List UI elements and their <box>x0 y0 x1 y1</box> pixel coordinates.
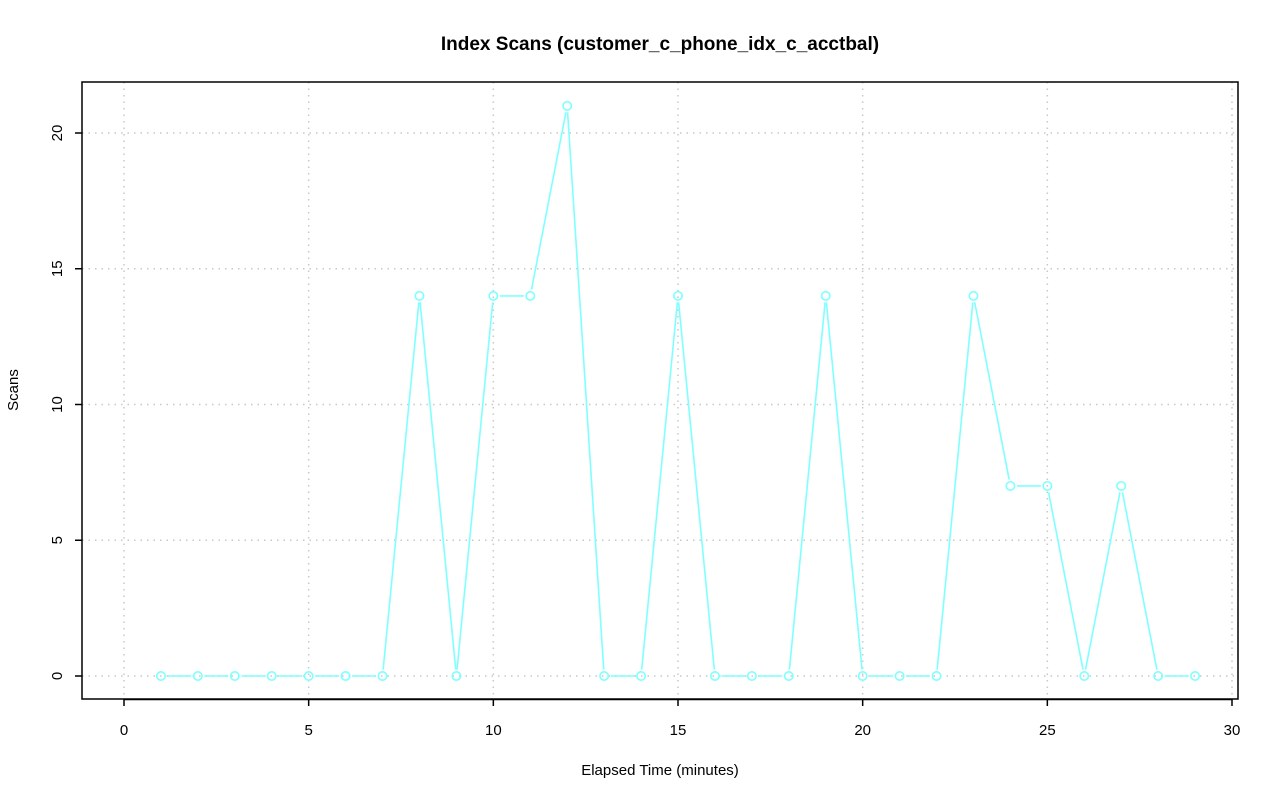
data-point <box>562 100 573 111</box>
data-point <box>1005 480 1016 491</box>
data-point <box>636 670 647 681</box>
data-point <box>377 670 388 681</box>
grid <box>82 82 1238 699</box>
series-line-segment <box>1047 492 1084 670</box>
series-line-segment <box>640 302 679 670</box>
series-line-segment <box>566 112 605 670</box>
data-point <box>340 670 351 681</box>
data-point <box>303 670 314 681</box>
data-point <box>1190 670 1201 681</box>
data-point <box>968 290 979 301</box>
x-axis: 0 5 10 15 20 25 30 <box>120 698 1241 739</box>
x-tick-label: 20 <box>854 722 871 739</box>
series-line-segment <box>1121 492 1158 670</box>
data-point <box>1042 480 1053 491</box>
x-axis-label: Elapsed Time (minutes) <box>581 762 739 779</box>
data-point <box>931 670 942 681</box>
data-point <box>857 670 868 681</box>
series-line-segment <box>382 302 420 670</box>
y-tick-label: 5 <box>49 536 66 544</box>
y-axis: 0 5 10 15 20 <box>49 125 82 680</box>
data-point <box>414 290 425 301</box>
data-point <box>709 670 720 681</box>
x-tick-label: 15 <box>670 722 687 739</box>
data-point <box>525 290 536 301</box>
data-point <box>266 670 277 681</box>
data-point <box>599 670 610 681</box>
y-axis-label: Scans <box>5 369 22 411</box>
data-point <box>672 290 683 301</box>
data-point <box>1079 670 1090 681</box>
x-tick-label: 30 <box>1224 722 1241 739</box>
data-point <box>488 290 499 301</box>
data-point <box>192 670 203 681</box>
data-point <box>229 670 240 681</box>
y-tick-label: 15 <box>49 260 66 277</box>
y-tick-label: 20 <box>49 125 66 142</box>
series-line-segment <box>456 302 494 670</box>
data-point <box>1153 670 1164 681</box>
series-line-segment <box>1084 492 1121 670</box>
data-point <box>894 670 905 681</box>
series-line-segment <box>677 302 716 670</box>
series-0 <box>155 100 1201 681</box>
y-tick-label: 0 <box>49 672 66 680</box>
series-line-segment <box>825 302 863 670</box>
data-point <box>155 670 166 681</box>
y-tick-label: 10 <box>49 396 66 413</box>
data-point <box>746 670 757 681</box>
x-tick-label: 10 <box>485 722 502 739</box>
series-line-segment <box>419 302 457 670</box>
x-tick-label: 5 <box>304 722 312 739</box>
chart-title: Index Scans (customer_c_phone_idx_c_acct… <box>441 34 879 55</box>
data-point <box>451 670 462 681</box>
series-layer <box>155 100 1201 681</box>
series-line-segment <box>936 302 974 670</box>
series-line-segment <box>973 302 1010 480</box>
series-line-segment <box>530 112 567 290</box>
data-point <box>783 670 794 681</box>
x-tick-label: 25 <box>1039 722 1056 739</box>
x-tick-label: 0 <box>120 722 128 739</box>
series-line-segment <box>788 302 826 670</box>
data-point <box>1116 480 1127 491</box>
data-point <box>820 290 831 301</box>
